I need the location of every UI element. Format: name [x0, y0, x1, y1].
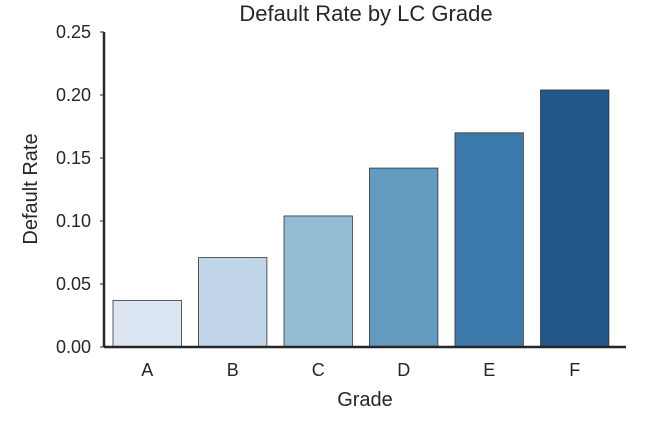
bar-C	[283, 215, 353, 348]
x-tick-label-F: F	[569, 360, 580, 380]
y-tick-label: 0.00	[56, 337, 91, 357]
x-tick-label-A: A	[141, 360, 153, 380]
y-tick-label: 0.20	[56, 85, 91, 105]
bars-group	[112, 89, 610, 348]
y-tick-label: 0.15	[56, 148, 91, 168]
x-tick-label-C: C	[312, 360, 325, 380]
bar-E	[454, 132, 524, 348]
bar-F	[540, 89, 610, 348]
x-tick-label-D: D	[397, 360, 410, 380]
bar-B	[198, 257, 268, 348]
y-axis-label: Default Rate	[20, 133, 42, 244]
y-tick-label: 0.25	[56, 22, 91, 42]
x-axis-label: Grade	[337, 389, 393, 411]
chart-title: Default Rate by LC Grade	[239, 1, 492, 26]
x-tick-label-B: B	[227, 360, 239, 380]
y-tick-label: 0.05	[56, 274, 91, 294]
bar-A	[112, 299, 182, 348]
bar-D	[369, 167, 439, 348]
x-axis-ticks: A B C D E F	[141, 360, 580, 380]
y-axis-ticks: 0.00 0.05 0.10 0.15 0.20 0.25	[56, 22, 104, 357]
y-tick-label: 0.10	[56, 211, 91, 231]
x-tick-label-E: E	[483, 360, 495, 380]
